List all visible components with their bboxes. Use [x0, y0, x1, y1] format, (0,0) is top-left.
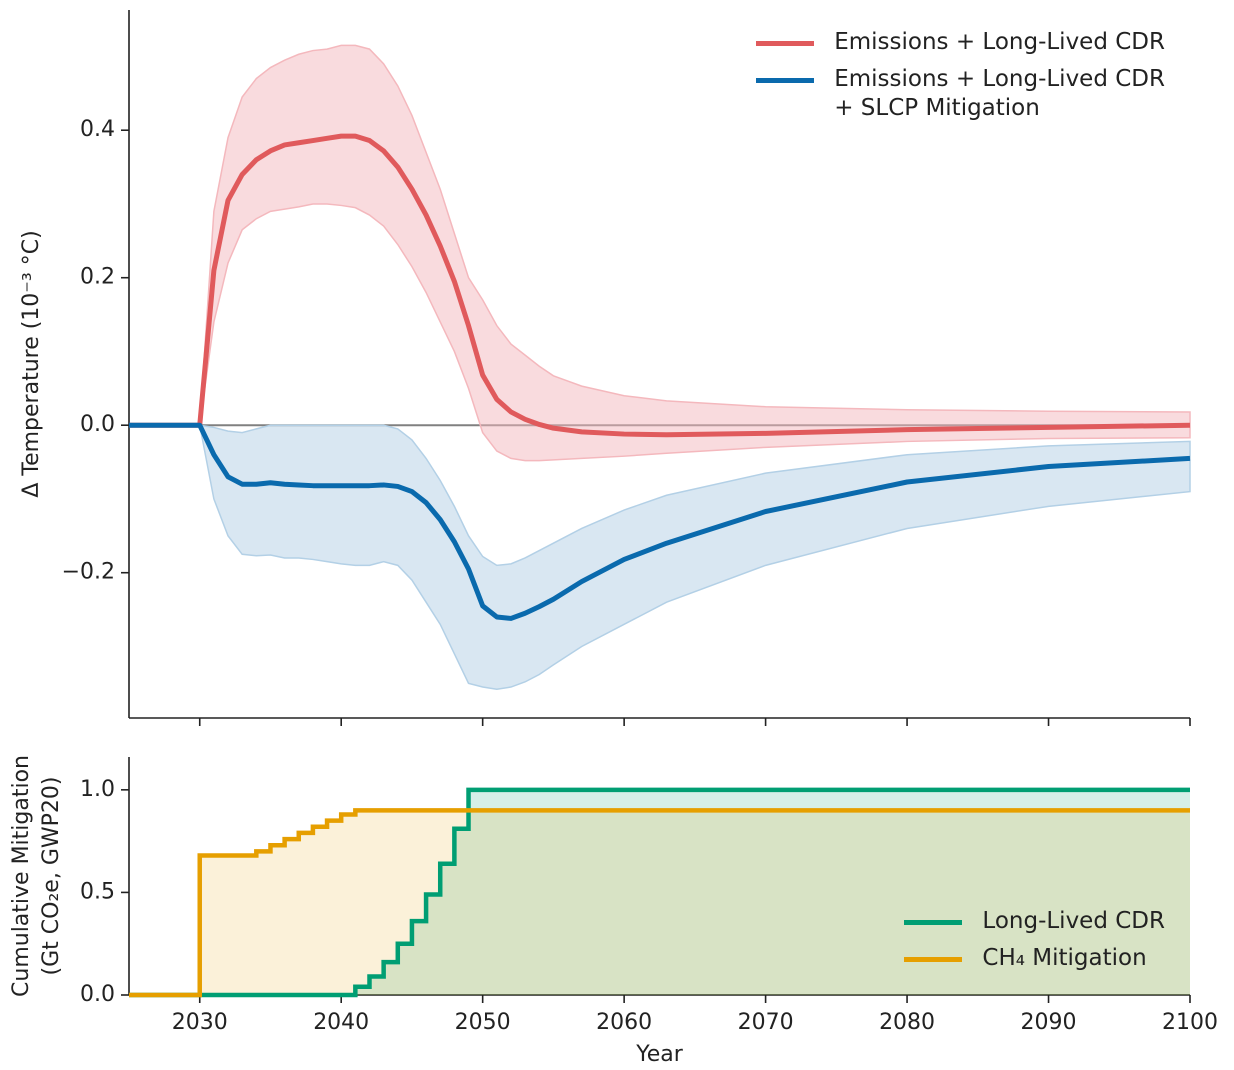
- step-line: [129, 787, 1190, 998]
- legend: Long-Lived CDR CH₄ Mitigation: [904, 907, 1165, 981]
- x-tick-label: 2040: [313, 1010, 369, 1035]
- legend-label: Emissions + Long-Lived CDR: [834, 29, 1165, 55]
- series-line: [129, 133, 1191, 438]
- legend-entry: CH₄ Mitigation: [904, 944, 1165, 973]
- y-tick-label: 0.0: [80, 412, 115, 437]
- x-tick-label: 2090: [1021, 1010, 1077, 1035]
- y-tick-label: 0.0: [80, 982, 115, 1007]
- y-axis-label: (Gt CO₂e, GWP20): [39, 777, 64, 976]
- area-fill: [129, 789, 1190, 995]
- series-line: [129, 422, 1191, 621]
- subplot: −0.2 0.0 0.2 0.4 Δ Temperature (10⁻³ °C): [19, 10, 1191, 726]
- y-tick-label: 0.4: [80, 117, 115, 142]
- area-fill: [129, 810, 1190, 995]
- y-tick-label: 1.0: [80, 777, 115, 802]
- y-axis-label: Cumulative Mitigation: [9, 755, 34, 997]
- x-tick-label: 2030: [172, 1010, 228, 1035]
- subplot: 0.0 0.5 1.0 2030 2040 2050 2060 2070 2080 2090 210…: [9, 755, 1218, 1067]
- uncertainty-band: [129, 44, 1191, 462]
- legend-label: CH₄ Mitigation: [982, 945, 1147, 971]
- legend-entry: Emissions + Long-Lived CDR: [756, 28, 1165, 57]
- x-tick-label: 2060: [596, 1010, 652, 1035]
- legend-label: Emissions + Long-Lived CDR + SLCP Mitiga…: [834, 66, 1165, 121]
- legend-swatch: [756, 78, 815, 83]
- legend: Emissions + Long-Lived CDR Emissions + Lo…: [756, 28, 1165, 131]
- y-axis-label: Δ Temperature (10⁻³ °C): [19, 230, 44, 497]
- legend-swatch: [904, 920, 963, 925]
- legend-entry: Emissions + Long-Lived CDR + SLCP Mitiga…: [756, 65, 1165, 123]
- y-tick-label: 0.2: [80, 265, 115, 290]
- legend-swatch: [756, 41, 815, 46]
- x-tick-label: 2050: [455, 1010, 511, 1035]
- x-axis-label: Year: [635, 1042, 684, 1067]
- x-tick-label: 2080: [879, 1010, 935, 1035]
- y-tick-label: 0.5: [80, 879, 115, 904]
- x-tick-label: 2100: [1162, 1010, 1218, 1035]
- legend-swatch: [904, 957, 963, 962]
- x-tick-label: 2070: [738, 1010, 794, 1035]
- y-tick-label: −0.2: [62, 560, 115, 585]
- uncertainty-band: [129, 424, 1191, 690]
- step-line: [129, 808, 1190, 998]
- legend-label: Long-Lived CDR: [982, 908, 1165, 934]
- legend-entry: Long-Lived CDR: [904, 907, 1165, 936]
